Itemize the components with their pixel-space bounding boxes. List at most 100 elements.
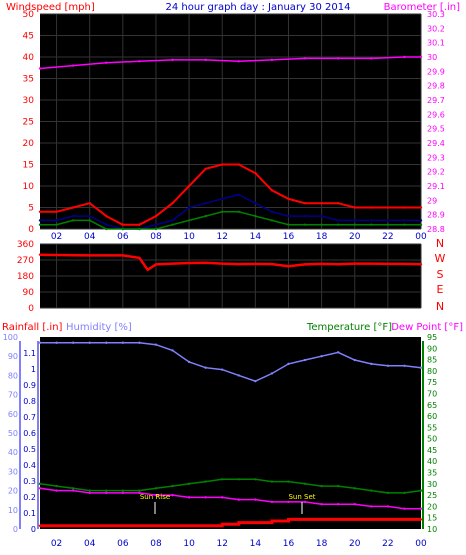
windspeed-tick-label: 35 [23,75,34,85]
wind-direction-degree-labels: 0 90 180 270 360 [17,240,34,314]
temperature-point [71,487,75,490]
barometer-tick-label: 29.9 [427,67,445,76]
temperature-tick-label: 60 [427,412,437,421]
dew-point-point [419,507,423,510]
wind-direction-point [204,261,207,264]
barometer-point [270,58,274,62]
dew-point-point [403,507,406,510]
temperature-point [336,484,340,488]
barometer-point [105,61,108,64]
barometer-tick-label: 29.8 [427,82,445,91]
humidity-point [419,366,423,369]
barometer-tick-label: 30.3 [427,10,445,19]
humidity-point [353,358,356,362]
degree-tick-label: 0 [28,304,34,314]
hour-tick-label: 12 [216,539,227,549]
hour-tick-label: 02 [51,539,62,549]
hour-tick-label: 16 [283,232,295,242]
windspeed-tick-labels: 0 5 10 15 20 25 30 35 40 45 50 [23,10,35,235]
windspeed-average-point [38,219,42,222]
temperature-tick-label: 70 [427,389,437,398]
barometer-point [336,57,340,60]
windspeed-gust-point [71,206,75,209]
wind-direction-point [221,262,224,265]
hour-tick-label: 20 [349,232,361,242]
wind-direction-point [154,263,158,266]
temperature-tick-labels: 10 15 20 25 30 35 40 45 50 55 60 65 70 75 80 85 90 95 [427,333,437,534]
rainfall-point [237,521,240,524]
barometer-axis-title: Barometer [.in] [384,2,460,13]
windspeed-tick-label: 15 [23,161,34,171]
temperature-point [419,489,423,492]
humidity-point [221,368,224,371]
windspeed-gust-point [55,210,58,213]
temperature-point [221,478,224,481]
wind-direction-point [419,263,423,266]
temperature-tick-label: 55 [427,423,437,432]
humidity-point [88,341,91,344]
barometer-point [370,57,373,60]
windspeed-average-point [370,219,373,222]
barometer-point [403,55,406,59]
windspeed-gust-point [370,206,373,209]
windspeed-average-point [71,214,75,218]
degree-tick-label: 360 [17,240,34,250]
barometer-tick-label: 29.4 [427,139,445,148]
temperature-point [105,489,108,492]
humidity-point [187,360,191,364]
windspeed-tick-label: 25 [23,118,34,128]
humidity-tick-label: 100 [3,333,18,342]
temperature-tick-label: 15 [427,514,437,523]
humidity-point [138,341,141,344]
wind-direction-series [38,253,423,272]
windspeed-low-point [88,219,91,222]
humidity-point [171,349,174,352]
windspeed-low-line [40,211,421,230]
windspeed-gust-point [38,210,42,213]
windspeed-low-point [287,223,290,226]
rainfall-tick-label: 0.5 [23,445,36,454]
temperature-line [39,478,422,494]
hour-tick-label: 04 [84,539,96,549]
rainfall-point [38,524,42,527]
wind-direction-point [171,262,174,265]
windspeed-gust-point [303,202,307,205]
temperature-point [353,487,356,490]
temperature-point [55,484,58,488]
wind-direction-point [303,263,307,266]
temperature-tick-label: 95 [427,333,437,342]
wind-direction-point [38,253,42,256]
rainfall-point [270,519,274,523]
rainfall-tick-label: 0.1 [23,509,36,518]
windspeed-low-point [221,210,224,213]
windspeed-low-point [71,219,75,222]
wind-direction-point [138,256,141,260]
hour-tick-label: 08 [150,539,162,549]
windspeed-gust-point [320,202,323,205]
windspeed-low-point [105,227,108,231]
dew-point-axis-title: Dew Point [°F] [391,322,463,333]
hour-tick-label: 18 [316,232,328,242]
humidity-axis-title: Humidity [%] [66,322,132,333]
temperature-tick-label: 40 [427,457,437,466]
graph-title: 24 hour graph day : January 30 2014 [166,2,351,13]
temperature-tick-label: 30 [427,480,437,489]
dew-point-point [55,489,58,492]
temperature-tick-label: 90 [427,344,437,353]
windspeed-tick-label: 40 [23,53,35,63]
temperature-tick-label: 75 [427,378,437,387]
hour-tick-label: 22 [382,539,393,549]
hour-tick-label: 14 [250,539,262,549]
windspeed-tick-label: 10 [23,182,35,192]
windspeed-gust-point [105,214,108,218]
dew-point-point [270,500,274,504]
compass-label: E [437,283,444,296]
windspeed-tick-label: 50 [23,10,35,20]
windspeed-average-point [336,219,340,222]
humidity-tick-label: 10 [8,506,18,515]
windspeed-low-point [38,223,42,226]
windspeed-gust-point [171,202,174,205]
rainfall-point [221,523,224,526]
temperature-point [138,489,141,492]
temperature-point [204,480,207,483]
